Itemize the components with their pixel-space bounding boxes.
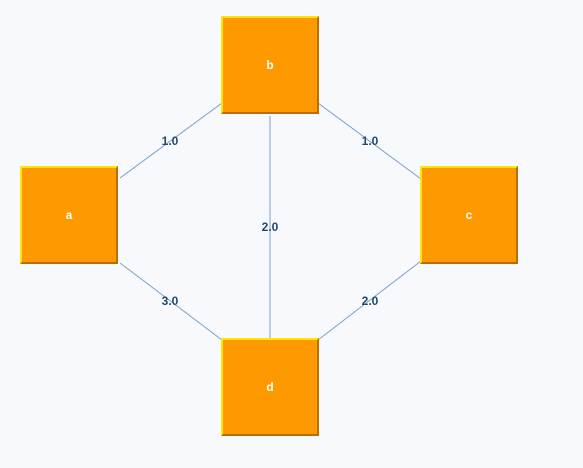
node-c-label: c bbox=[465, 208, 473, 222]
edge-b-c bbox=[317, 102, 422, 180]
edge-a-d bbox=[119, 262, 223, 341]
node-c[interactable]: c bbox=[420, 166, 518, 264]
node-a-label: a bbox=[65, 208, 73, 222]
node-a[interactable]: a bbox=[20, 166, 118, 264]
edge-weight-c-d: 2.0 bbox=[362, 294, 379, 308]
node-d-label: d bbox=[266, 380, 274, 394]
edge-weight-b-d: 2.0 bbox=[262, 220, 279, 234]
edge-weight-b-c: 1.0 bbox=[362, 134, 379, 148]
node-d[interactable]: d bbox=[221, 338, 319, 436]
node-b-label: b bbox=[266, 58, 274, 72]
edge-a-b bbox=[119, 102, 223, 179]
edge-weight-a-b: 1.0 bbox=[162, 134, 179, 148]
edge-weight-a-d: 3.0 bbox=[162, 294, 179, 308]
node-b[interactable]: b bbox=[221, 16, 319, 114]
edge-c-d bbox=[317, 260, 422, 341]
